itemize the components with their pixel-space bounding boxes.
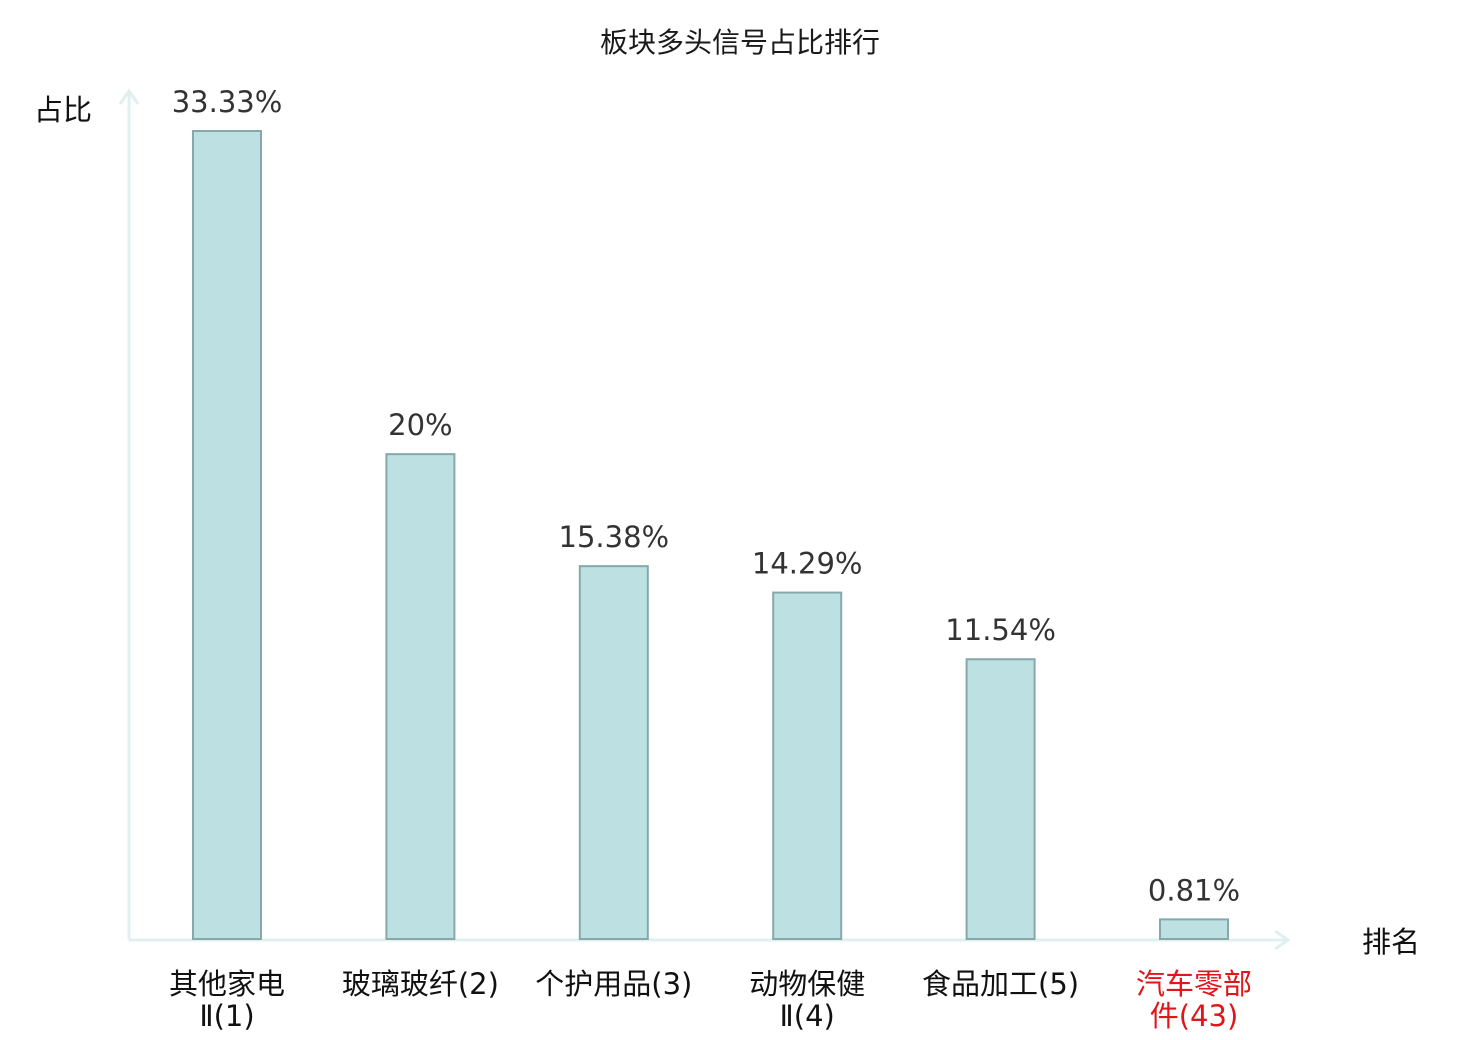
bar-2 xyxy=(385,453,456,940)
category-label-4-line-1: 动物保健 xyxy=(749,967,865,1001)
category-label-6-line-1: 汽车零部 xyxy=(1136,967,1252,1001)
value-label-3: 15.38% xyxy=(559,520,670,554)
bar-4 xyxy=(772,591,843,940)
x-axis-arrow xyxy=(1274,929,1291,951)
value-label-2: 20% xyxy=(388,408,452,442)
category-label-6-line-2: 件(43) xyxy=(1150,999,1239,1033)
bar-3 xyxy=(578,565,649,940)
y-axis-arrow xyxy=(118,88,140,105)
y-axis-label: 占比 xyxy=(34,93,92,127)
category-label-4-line-2: Ⅱ(4) xyxy=(780,999,835,1033)
x-axis-label: 排名 xyxy=(1362,925,1420,959)
value-label-4: 14.29% xyxy=(752,547,863,581)
category-label-1-line-1: 其他家电 xyxy=(169,967,285,1001)
category-label-1-line-2: Ⅱ(1) xyxy=(199,999,254,1033)
value-labels: 33.33% 20% 15.38% 14.29% 11.54% 0.81% xyxy=(172,85,1240,907)
category-label-3-line-1: 个护用品(3) xyxy=(535,967,692,1001)
category-label-2-line-1: 玻璃玻纤(2) xyxy=(342,967,499,1001)
axes xyxy=(118,88,1291,951)
bar-series xyxy=(192,130,1229,941)
value-label-1: 33.33% xyxy=(172,85,283,119)
category-label-5-line-1: 食品加工(5) xyxy=(922,967,1079,1001)
value-label-6: 0.81% xyxy=(1148,873,1240,907)
bar-1 xyxy=(192,130,262,940)
chart-title: 板块多头信号占比排行 xyxy=(600,26,880,59)
bar-6 xyxy=(1159,918,1229,941)
bar-5 xyxy=(965,658,1036,940)
value-label-5: 11.54% xyxy=(945,613,1056,647)
